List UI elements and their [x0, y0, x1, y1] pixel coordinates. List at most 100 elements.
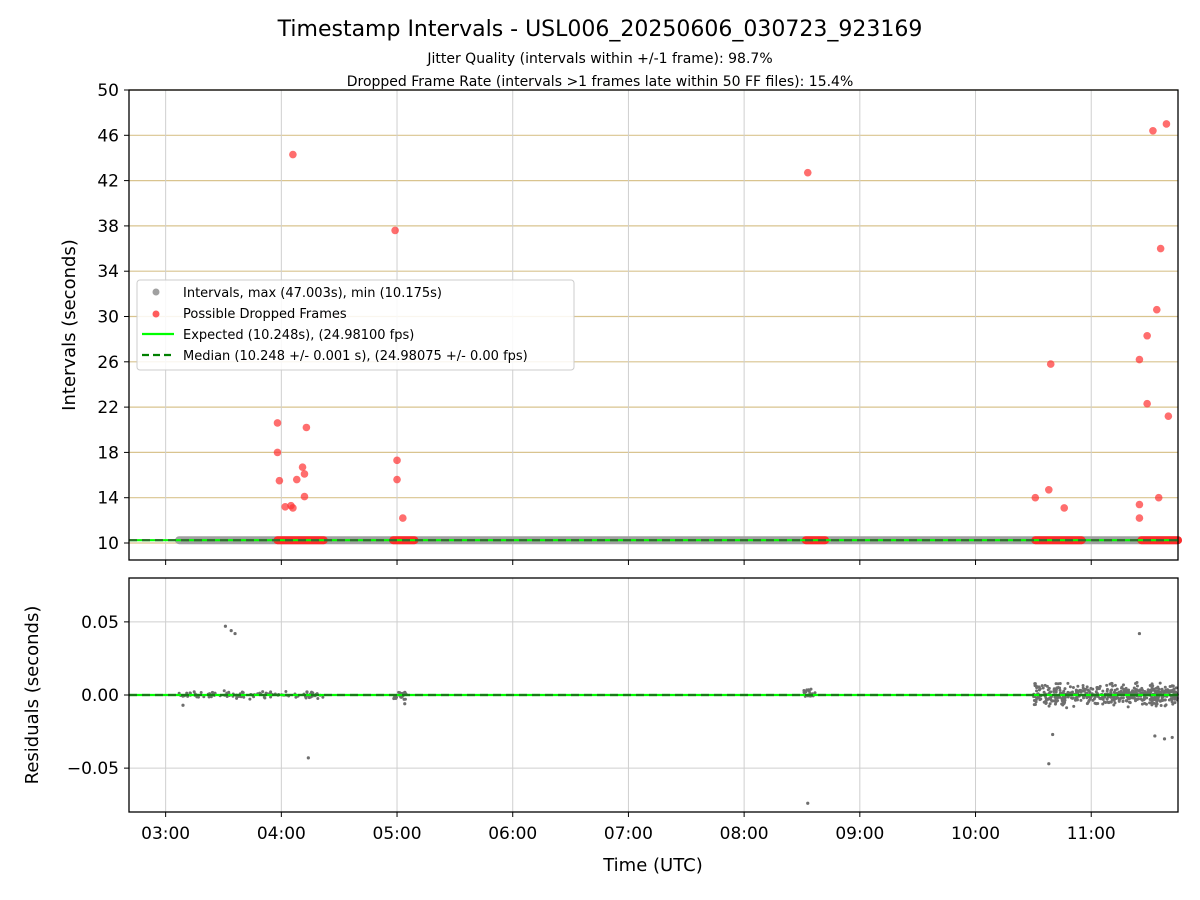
- residual-point: [1035, 689, 1039, 693]
- residual-point: [1128, 701, 1132, 705]
- y-tick-label: −0.05: [67, 759, 119, 779]
- residual-point: [1112, 690, 1116, 694]
- residual-point: [1111, 684, 1115, 688]
- intervals-y-ticks: 10 14 18 22 26 30 34 38 42 46 50: [97, 81, 129, 554]
- residual-outlier: [806, 801, 810, 805]
- x-tick-label: 04:00: [257, 824, 306, 844]
- residual-point: [1143, 689, 1147, 693]
- residual-point: [1126, 705, 1130, 709]
- residual-point: [1166, 688, 1170, 692]
- residual-point: [1126, 697, 1130, 701]
- residual-point: [1160, 687, 1164, 691]
- residual-point: [1102, 700, 1106, 704]
- residual-point: [1113, 683, 1117, 687]
- residual-point: [1148, 697, 1152, 701]
- residual-point: [1062, 689, 1066, 693]
- chart-subtitle-2: Dropped Frame Rate (intervals >1 frames …: [347, 74, 854, 90]
- residual-point: [1058, 686, 1062, 690]
- x-tick-label: 05:00: [373, 824, 422, 844]
- residual-point: [1119, 689, 1123, 693]
- residual-point: [242, 695, 246, 699]
- residual-point: [1124, 686, 1128, 690]
- dropped-frame-point: [803, 168, 812, 177]
- residual-point: [403, 691, 407, 695]
- y-tick-label: 26: [97, 353, 119, 373]
- dropped-frame-point: [1164, 412, 1173, 420]
- dropped-frame-point: [281, 502, 289, 511]
- residual-point: [1052, 688, 1056, 692]
- y-tick-label: 46: [97, 126, 119, 146]
- dropped-frame-point: [391, 226, 399, 235]
- residual-point: [235, 696, 239, 700]
- residual-point: [1158, 681, 1162, 685]
- residual-point: [1135, 680, 1139, 684]
- dropped-frame-point: [1152, 305, 1161, 314]
- residual-point: [1101, 702, 1105, 706]
- residual-point: [1155, 696, 1159, 700]
- dropped-frame-point: [275, 476, 284, 485]
- residual-point: [1071, 696, 1075, 700]
- residual-point: [1033, 682, 1037, 686]
- residual-point: [1134, 688, 1138, 692]
- residual-point: [1056, 682, 1060, 686]
- dropped-frame-point: [273, 419, 282, 427]
- residual-point: [402, 697, 406, 701]
- x-tick-label: 06:00: [488, 824, 537, 844]
- x-axis-label: Time (UTC): [602, 855, 703, 876]
- residual-point: [207, 695, 211, 699]
- residual-point: [311, 691, 315, 695]
- residual-point: [1094, 690, 1098, 694]
- y-tick-label: 42: [97, 172, 119, 192]
- residual-point: [1139, 697, 1143, 701]
- residual-point: [1171, 702, 1175, 706]
- residual-point: [1127, 691, 1131, 695]
- residual-point: [1127, 688, 1131, 692]
- residual-point: [1074, 698, 1078, 702]
- dropped-frame-point: [292, 475, 301, 484]
- residual-point: [1123, 688, 1127, 692]
- residual-point: [1058, 695, 1062, 699]
- residual-point: [188, 691, 192, 695]
- dropped-frame-point: [289, 150, 297, 159]
- x-tick-label: 08:00: [720, 824, 769, 844]
- residual-point: [1049, 690, 1053, 694]
- residual-outlier: [233, 631, 237, 636]
- residual-point: [1066, 681, 1070, 685]
- x-tick-label: 09:00: [835, 824, 884, 844]
- dropped-frame-point: [1135, 514, 1144, 522]
- residual-point: [1082, 696, 1086, 700]
- residual-point: [1045, 684, 1049, 688]
- residual-point: [1135, 697, 1139, 701]
- dropped-frame-point: [1149, 126, 1157, 135]
- residual-point: [185, 691, 189, 695]
- residual-point: [1089, 686, 1093, 690]
- legend-marker-intervals: [152, 288, 160, 296]
- residual-point: [1040, 684, 1044, 688]
- legend-label-median: Median (10.248 +/- 0.001 s), (24.98075 +…: [183, 349, 528, 364]
- residual-point: [1117, 699, 1121, 703]
- y-tick-label: 30: [97, 308, 119, 328]
- y-tick-label: 34: [97, 262, 119, 282]
- residual-outlier: [306, 756, 310, 760]
- residual-point: [1105, 683, 1109, 687]
- dropped-frame-point: [1135, 355, 1144, 364]
- residual-point: [1101, 689, 1105, 693]
- residual-point: [1173, 701, 1177, 705]
- residual-point: [1055, 687, 1059, 691]
- residual-point: [269, 695, 273, 699]
- x-tick-label: 07:00: [604, 824, 653, 844]
- residual-point: [1034, 699, 1038, 703]
- residual-point: [248, 697, 252, 701]
- residual-point: [1047, 696, 1051, 700]
- residual-point: [1170, 700, 1174, 704]
- residual-point: [1096, 701, 1100, 705]
- residual-outlier: [181, 703, 185, 707]
- residual-point: [1048, 702, 1052, 706]
- residual-point: [1105, 697, 1109, 701]
- residual-point: [1068, 685, 1072, 689]
- residual-point: [1111, 695, 1115, 699]
- dropped-frame-point: [1135, 500, 1144, 509]
- residual-point: [1143, 697, 1147, 701]
- residual-point: [1163, 685, 1167, 689]
- residual-point: [1150, 703, 1154, 707]
